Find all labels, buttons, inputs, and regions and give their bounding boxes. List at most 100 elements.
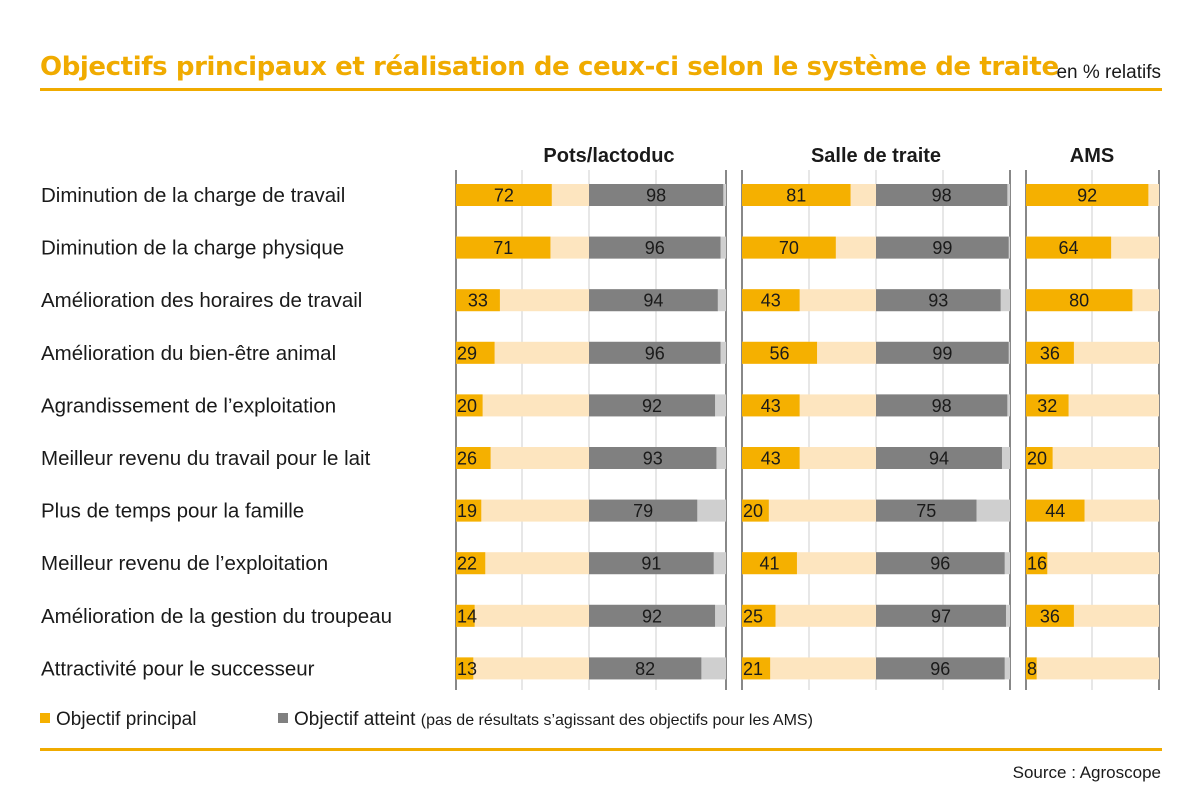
bar xyxy=(589,447,717,469)
bar-background xyxy=(742,657,876,680)
data-label: 20 xyxy=(457,396,477,416)
category-label: Meilleur revenu du travail pour le lait xyxy=(41,447,371,470)
bar xyxy=(742,394,800,417)
bar xyxy=(876,447,1002,469)
data-label: 92 xyxy=(642,606,662,626)
bar xyxy=(1026,552,1048,575)
footer-rule xyxy=(40,748,1162,751)
data-label: 96 xyxy=(645,238,665,258)
bar xyxy=(456,184,552,206)
bar xyxy=(742,447,800,469)
data-label: 16 xyxy=(1027,554,1047,574)
group-header: Pots/lactoduc xyxy=(543,145,674,167)
category-label: Amélioration du bien-être animal xyxy=(41,342,336,365)
data-label: 36 xyxy=(1040,343,1060,363)
legend-label-atteint: Objectif atteint xyxy=(294,709,416,730)
data-label: 80 xyxy=(1069,291,1089,311)
bar-background xyxy=(456,499,589,522)
data-label: 64 xyxy=(1059,238,1079,258)
bar xyxy=(456,394,483,417)
data-label: 29 xyxy=(457,343,477,363)
bar xyxy=(876,604,1006,627)
category-label: Diminution de la charge physique xyxy=(41,237,344,260)
bar xyxy=(1026,289,1133,312)
bar xyxy=(589,394,716,417)
legend-swatch-atteint xyxy=(278,712,288,723)
data-label: 99 xyxy=(932,238,952,258)
data-label: 32 xyxy=(1037,396,1057,416)
data-label: 94 xyxy=(643,291,663,311)
data-label: 43 xyxy=(761,449,781,469)
bar xyxy=(876,499,977,522)
bar xyxy=(456,604,475,627)
data-label: 97 xyxy=(931,606,951,626)
bar xyxy=(456,657,474,680)
data-label: 70 xyxy=(779,238,799,258)
data-label: 99 xyxy=(932,343,952,363)
bar-background xyxy=(1026,657,1159,680)
category-label: Amélioration des horaires de travail xyxy=(41,289,362,312)
bar xyxy=(742,552,797,575)
data-label: 8 xyxy=(1027,659,1037,679)
legend-swatch-objectif xyxy=(40,712,50,723)
data-label: 79 xyxy=(633,501,653,521)
title-rule xyxy=(40,88,1162,91)
bar xyxy=(876,341,1009,364)
bar xyxy=(876,552,1005,575)
bar xyxy=(1026,447,1053,469)
category-label: Plus de temps pour la famille xyxy=(41,500,304,523)
group-header: AMS xyxy=(1070,145,1114,167)
bar xyxy=(1026,499,1085,522)
chart-title: Objectifs principaux et réalisation de c… xyxy=(40,52,1059,82)
bar xyxy=(742,236,836,259)
bar xyxy=(589,341,721,364)
bar-background xyxy=(1026,447,1159,469)
bar xyxy=(876,657,1005,680)
bar xyxy=(742,184,851,206)
data-label: 81 xyxy=(786,186,806,206)
data-label: 43 xyxy=(761,291,781,311)
bar xyxy=(742,341,818,364)
bar xyxy=(1026,604,1074,627)
data-label: 75 xyxy=(916,501,936,521)
data-label: 26 xyxy=(457,449,477,469)
bar xyxy=(456,236,551,259)
data-label: 20 xyxy=(1027,449,1047,469)
legend-note: (pas de résultats s’agissant des objecti… xyxy=(420,712,813,729)
category-label: Meilleur revenu de l’exploitation xyxy=(41,552,328,575)
data-label: 21 xyxy=(743,659,763,679)
data-label: 43 xyxy=(761,396,781,416)
bar xyxy=(456,341,495,364)
data-label: 94 xyxy=(929,449,949,469)
bar xyxy=(1026,236,1112,259)
bar xyxy=(876,184,1008,206)
data-label: 96 xyxy=(645,343,665,363)
data-label: 44 xyxy=(1045,501,1065,521)
data-label: 36 xyxy=(1040,606,1060,626)
data-label: 96 xyxy=(930,659,950,679)
data-label: 41 xyxy=(759,554,779,574)
data-label: 92 xyxy=(1077,186,1097,206)
bar xyxy=(589,552,714,575)
bar xyxy=(1026,184,1149,206)
bar xyxy=(589,657,702,680)
bar xyxy=(876,394,1008,417)
bar xyxy=(742,289,800,312)
data-label: 98 xyxy=(932,186,952,206)
data-label: 93 xyxy=(643,449,663,469)
data-label: 33 xyxy=(468,291,488,311)
bar xyxy=(456,552,486,575)
bar-background xyxy=(456,552,589,575)
bar xyxy=(589,499,698,522)
bar xyxy=(876,236,1009,259)
bar xyxy=(456,499,482,522)
data-label: 20 xyxy=(743,501,763,521)
bar-background xyxy=(456,657,589,680)
data-label: 98 xyxy=(932,396,952,416)
data-label: 13 xyxy=(457,659,477,679)
legend-item-atteint: Objectif atteint (pas de résultats s’agi… xyxy=(278,709,813,731)
bar xyxy=(1026,341,1074,364)
data-label: 93 xyxy=(928,291,948,311)
bar-background xyxy=(742,499,876,522)
